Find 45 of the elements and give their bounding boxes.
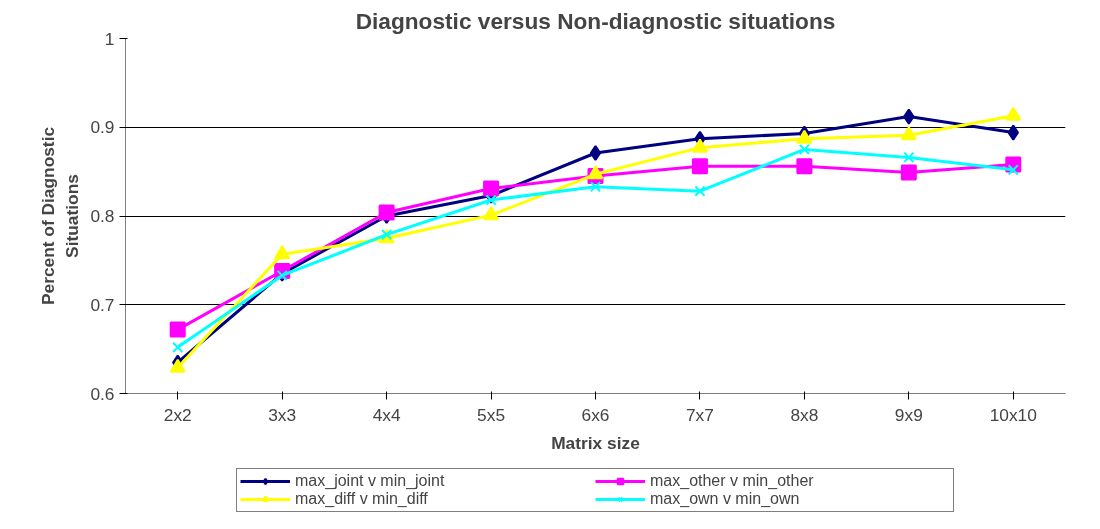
point [1007,124,1019,141]
y-axis-title: Percent of Diagnostic Situations [38,126,83,306]
y-tick-label: 0.6 [90,383,115,404]
point [274,245,291,260]
y-tick-label: 1 [104,28,115,49]
point [1005,106,1022,121]
x-tick-label: 8x8 [790,404,819,425]
y-tick-label: 0.8 [90,206,115,226]
point [798,143,810,156]
point [587,165,604,180]
x-tick-label: 3x3 [268,404,297,425]
point [796,158,813,175]
x-tick-label: 2x2 [163,404,192,425]
x-axis-title: Matrix size [551,432,641,453]
y-tick-label: 0.7 [90,294,115,315]
point [483,180,500,197]
x-tick-label: 5x5 [477,404,506,425]
x-tick-label: 10x10 [989,404,1037,425]
point [903,108,915,125]
point [900,126,917,141]
x-tick-label: 4x4 [372,404,401,425]
x-tick-label: 7x7 [685,404,714,425]
point [378,204,395,221]
chart-title: Diagnostic versus Non-diagnostic situations [355,7,836,34]
point [900,164,917,181]
point [483,206,500,221]
y-tick-label: 0.9 [90,117,115,138]
point [796,129,813,144]
point [691,158,708,175]
x-tick-label: 9x9 [894,404,923,425]
point [276,269,288,282]
point [169,321,186,338]
point [589,181,602,193]
point [589,144,602,161]
point [694,185,706,197]
point [172,341,184,353]
legend-label: max_diff v min_diff [295,490,429,508]
legend-label: max_other v min_other [650,472,815,490]
legend-label: max_joint v min_joint [295,472,446,490]
point [903,151,915,164]
point [169,358,186,373]
point [691,138,708,153]
point [485,194,497,206]
x-tick-label: 6x6 [581,404,610,425]
legend-label: max_own v min_own [650,490,801,508]
